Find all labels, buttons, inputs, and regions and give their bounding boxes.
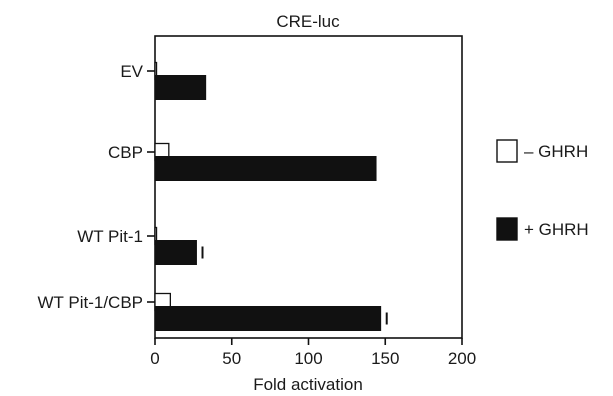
category-label-1: CBP (108, 143, 143, 162)
x-axis-label: Fold activation (253, 375, 363, 394)
x-tick-label-0: 0 (150, 349, 159, 368)
legend-swatch-0 (496, 139, 518, 163)
category-label-3: WT Pit-1/CBP (38, 293, 143, 312)
bar-plus-ghrh-1 (154, 156, 377, 181)
bar-plus-ghrh-2 (154, 240, 197, 265)
x-tick-label-3: 150 (371, 349, 399, 368)
x-tick-label-2: 100 (294, 349, 322, 368)
bars (154, 61, 388, 331)
x-tick-label-4: 200 (448, 349, 476, 368)
x-axis: 0 50 100 150 200 (150, 338, 476, 368)
legend-swatch-1 (496, 217, 518, 241)
legend-label-1: + GHRH (524, 220, 589, 239)
legend: – GHRH + GHRH (496, 139, 589, 241)
category-labels: EV CBP WT Pit-1 WT Pit-1/CBP (38, 62, 155, 312)
chart-title: CRE-luc (276, 12, 340, 31)
x-tick-label-1: 50 (222, 349, 241, 368)
bar-plus-ghrh-3 (154, 306, 382, 331)
legend-label-0: – GHRH (524, 142, 588, 161)
category-label-0: EV (120, 62, 143, 81)
category-label-2: WT Pit-1 (77, 227, 143, 246)
bar-plus-ghrh-0 (154, 75, 207, 100)
